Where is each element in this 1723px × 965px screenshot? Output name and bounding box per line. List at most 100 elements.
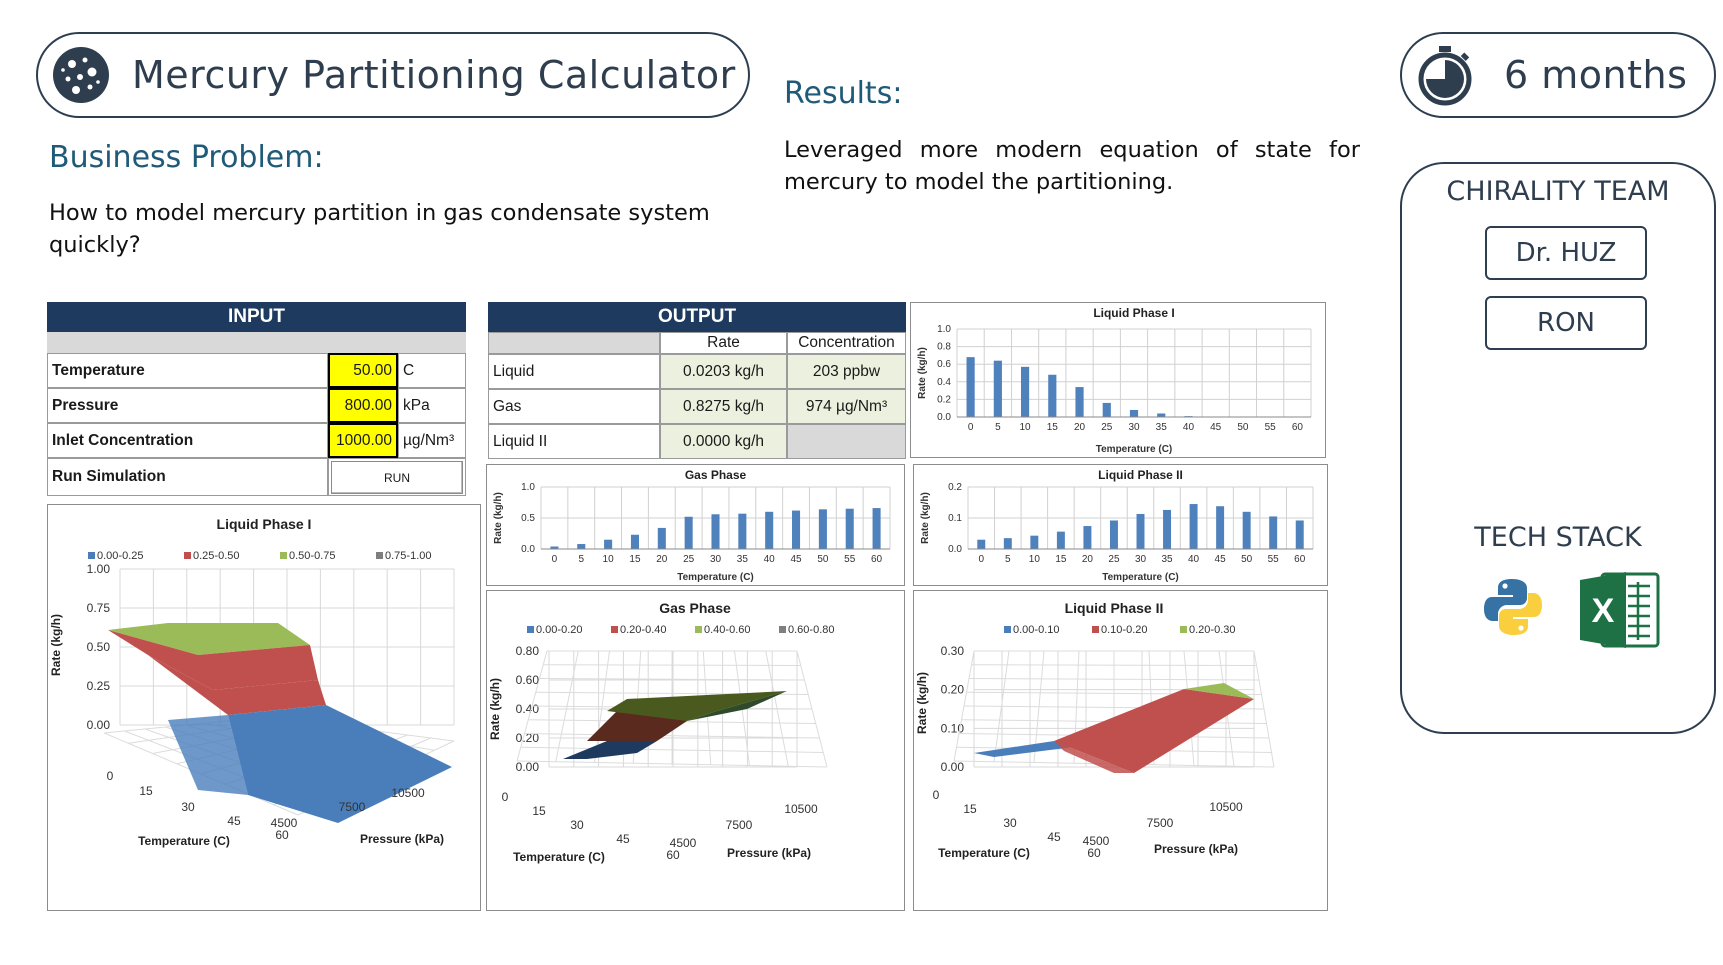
x-tick-label: 25 (1108, 554, 1120, 565)
x-tick-label: 5 (578, 554, 584, 565)
x-tick-label: 0 (502, 790, 509, 804)
team-member-huz[interactable]: Dr. HUZ (1485, 226, 1647, 280)
surface-patch (148, 655, 326, 715)
x-tick-label: 50 (1241, 554, 1253, 565)
bar (1083, 526, 1092, 549)
business-problem-line-1: How to model mercury partition in gas co… (49, 200, 710, 226)
run-button[interactable]: RUN (331, 461, 463, 494)
x-tick-label: 60 (871, 554, 883, 565)
x-axis-label: Temperature (C) (677, 572, 754, 583)
y-tick-label: 0.2 (948, 482, 962, 493)
legend-swatch (1004, 626, 1011, 633)
bar (550, 546, 559, 549)
x-tick-label: 55 (1268, 554, 1280, 565)
x-tick-label: 25 (1101, 422, 1113, 433)
output-corner (488, 332, 660, 354)
legend-label: 0.20-0.40 (620, 624, 666, 636)
output-header: OUTPUT (488, 302, 906, 332)
x-tick-label: 60 (1087, 846, 1101, 860)
z-tick-label: 7500 (339, 800, 366, 814)
duration-text: 6 months (1504, 53, 1688, 97)
x-tick-label: 45 (227, 814, 241, 828)
surface-patch (563, 741, 657, 759)
bar (1269, 516, 1278, 549)
gridline (796, 650, 828, 768)
x-tick-label: 15 (1055, 554, 1067, 565)
surface-patch (108, 623, 310, 655)
x-tick-label: 10 (1020, 422, 1032, 433)
x-tick-label: 50 (817, 554, 829, 565)
results-text: Leveraged more modern equation of state … (784, 137, 1360, 195)
z-axis-label: Pressure (kPa) (1154, 842, 1238, 856)
x-tick-label: 30 (1128, 422, 1140, 433)
x-tick-label: 30 (181, 800, 195, 814)
output-gas-rate: 0.8275 kg/h (660, 389, 787, 424)
bar (684, 516, 693, 549)
bar (1189, 504, 1198, 549)
chart-title: Gas Phase (659, 600, 731, 616)
z-tick-label: 4500 (271, 816, 298, 830)
bar (1056, 531, 1065, 549)
chart-title: Gas Phase (685, 468, 747, 482)
x-tick-label: 0 (968, 422, 974, 433)
inlet-concentration-input[interactable]: 1000.00 (328, 423, 398, 458)
y-tick-label: 0.0 (937, 412, 951, 423)
planet-icon (50, 44, 112, 106)
output-label-liquid: Liquid (488, 354, 660, 389)
surface-chart-gas-phase: Gas Phase 0.00-0.20 0.20-0.40 0.40-0.60 0.60… (486, 590, 905, 911)
surface-chart-liquid-phase-2: Liquid Phase II 0.00-0.10 0.10-0.20 0.20-0.… (913, 590, 1328, 911)
legend-swatch (1180, 626, 1187, 633)
x-tick-label: 25 (683, 554, 695, 565)
bar (1075, 387, 1084, 417)
duration-pill: 6 months (1400, 32, 1716, 118)
x-axis-label: Temperature (C) (513, 850, 605, 864)
surface-patch (687, 691, 787, 721)
bar (1102, 402, 1111, 417)
x-axis-label: Temperature (C) (1096, 444, 1173, 455)
surface-patch (168, 715, 248, 795)
inlet-concentration-unit: µg/Nm³ (398, 423, 466, 458)
tech-stack-heading: TECH STACK (1474, 522, 1642, 553)
pressure-input[interactable]: 800.00 (328, 388, 398, 423)
y-tick-label: 0.6 (937, 359, 951, 370)
legend-swatch (779, 626, 786, 633)
z-tick-label: 7500 (1147, 816, 1174, 830)
temperature-input[interactable]: 50.00 (328, 353, 398, 388)
y-tick-label: 0.2 (937, 394, 951, 405)
output-liquid-concentration: 203 ppbw (787, 354, 906, 389)
x-tick-label: 15 (139, 784, 153, 798)
bar (1163, 509, 1172, 549)
surface-patch (1054, 741, 1134, 773)
bar-chart-gas-phase-svg: Gas Phase 0.0 0.5 1.0 0 5 10 15 20 25 30 35 40 45 50 55… (493, 468, 891, 583)
legend-label: 0.00-0.20 (536, 624, 582, 636)
legend-swatch (1092, 626, 1099, 633)
legend-swatch (184, 552, 191, 559)
x-tick-label: 20 (1074, 422, 1086, 433)
x-tick-label: 30 (1135, 554, 1147, 565)
z-tick-label: 4500 (670, 836, 697, 850)
surface-patch (607, 691, 787, 721)
legend-swatch (280, 552, 287, 559)
title-pill: Mercury Partitioning Calculator (36, 32, 750, 118)
y-tick-label: 0.4 (937, 377, 951, 388)
x-tick-label: 15 (629, 554, 641, 565)
team-member-ron[interactable]: RON (1485, 296, 1647, 350)
input-label-pressure: Pressure (47, 388, 328, 423)
x-tick-label: 45 (790, 554, 802, 565)
x-tick-label: 35 (1161, 554, 1173, 565)
input-header: INPUT (47, 302, 466, 332)
surface-chart-liquid-phase-1-svg: Liquid Phase I 0.00-0.25 0.25-0.50 0.50-0.7… (49, 516, 455, 848)
team-panel: CHIRALITY TEAM Dr. HUZ RON TECH STACK X (1400, 162, 1716, 734)
x-tick-label: 15 (1047, 422, 1059, 433)
output-liquid-ii-rate: 0.0000 kg/h (660, 424, 787, 459)
surface-chart-liquid-phase-2-svg: Liquid Phase II 0.00-0.10 0.10-0.20 0.20-0.… (915, 600, 1275, 860)
chart-title: Liquid Phase II (1065, 600, 1164, 616)
x-tick-label: 10 (1029, 554, 1041, 565)
x-tick-label: 0 (552, 554, 558, 565)
x-tick-label: 60 (275, 828, 289, 842)
x-tick-label: 40 (1188, 554, 1200, 565)
y-tick-label: 1.00 (87, 562, 111, 576)
temperature-unit: C (398, 353, 466, 388)
bar (738, 513, 747, 549)
output-liquid-ii-concentration (787, 424, 906, 459)
